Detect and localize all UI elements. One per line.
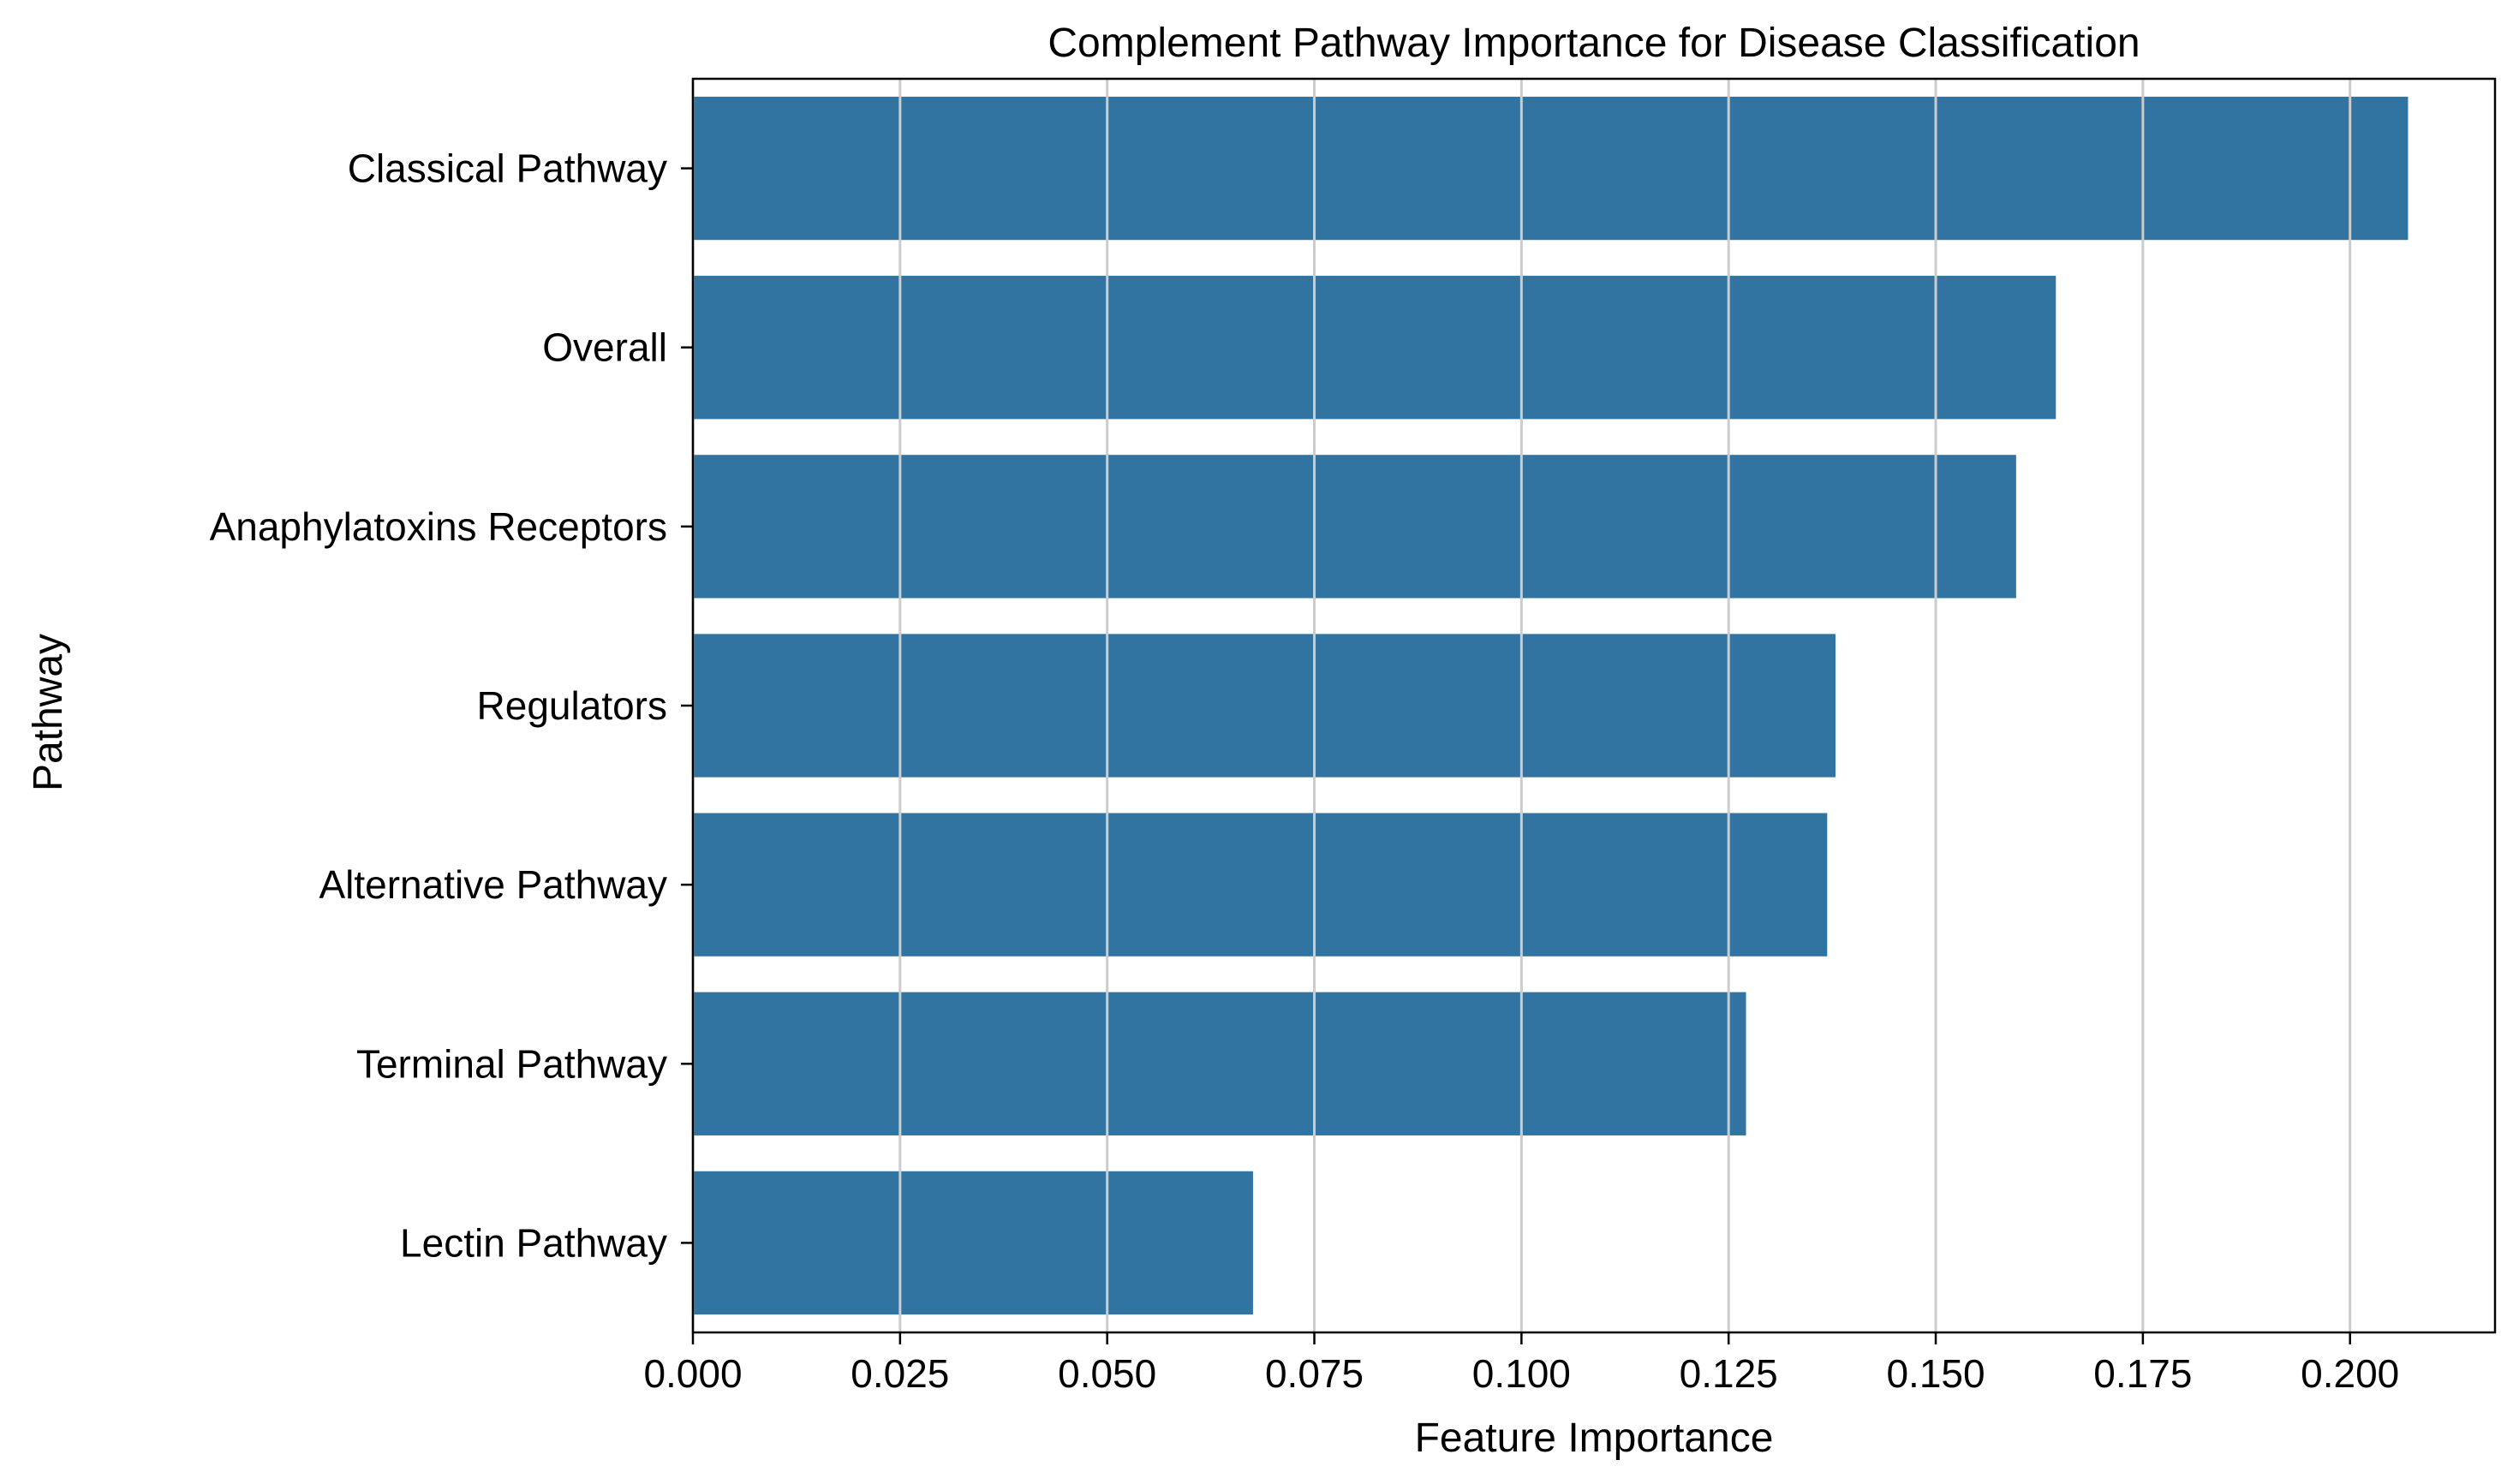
- gridlines: [691, 79, 2352, 1332]
- y-tick-label: Lectin Pathway: [400, 1220, 667, 1265]
- y-tick-label: Classical Pathway: [348, 146, 667, 191]
- x-axis-ticks: 0.000 0.025 0.050 0.075 0.100 0.125 0.150 0.175…: [643, 1332, 2399, 1396]
- bar: [693, 276, 2056, 420]
- bar: [693, 455, 2016, 599]
- bar: [693, 634, 1836, 778]
- y-axis-ticks: Classical Pathway Overall Anaphylatoxins R…: [210, 146, 693, 1265]
- bar: [693, 96, 2409, 241]
- bar: [693, 813, 1828, 957]
- y-tick-label: Overall: [542, 325, 667, 370]
- x-axis-label: Feature Importance: [1415, 1415, 1774, 1461]
- x-tick-label: 0.025: [851, 1351, 949, 1396]
- y-tick-label: Anaphylatoxins Receptors: [210, 504, 667, 549]
- y-axis-label: Pathway: [26, 634, 71, 791]
- x-tick-label: 0.175: [2093, 1351, 2192, 1396]
- chart-title: Complement Pathway Importance for Diseas…: [1048, 21, 2140, 66]
- bar: [693, 1171, 1253, 1315]
- x-tick-label: 0.125: [1680, 1351, 1778, 1396]
- y-tick-label: Terminal Pathway: [356, 1041, 667, 1086]
- x-tick-label: 0.075: [1265, 1351, 1364, 1396]
- bars: [693, 96, 2409, 1315]
- x-tick-label: 0.100: [1472, 1351, 1571, 1396]
- x-tick-label: 0.150: [1886, 1351, 1985, 1396]
- bar: [693, 992, 1746, 1135]
- y-tick-label: Regulators: [477, 683, 667, 728]
- x-tick-label: 0.050: [1058, 1351, 1156, 1396]
- x-tick-label: 0.000: [643, 1351, 742, 1396]
- y-tick-label: Alternative Pathway: [319, 862, 667, 907]
- x-tick-label: 0.200: [2301, 1351, 2399, 1396]
